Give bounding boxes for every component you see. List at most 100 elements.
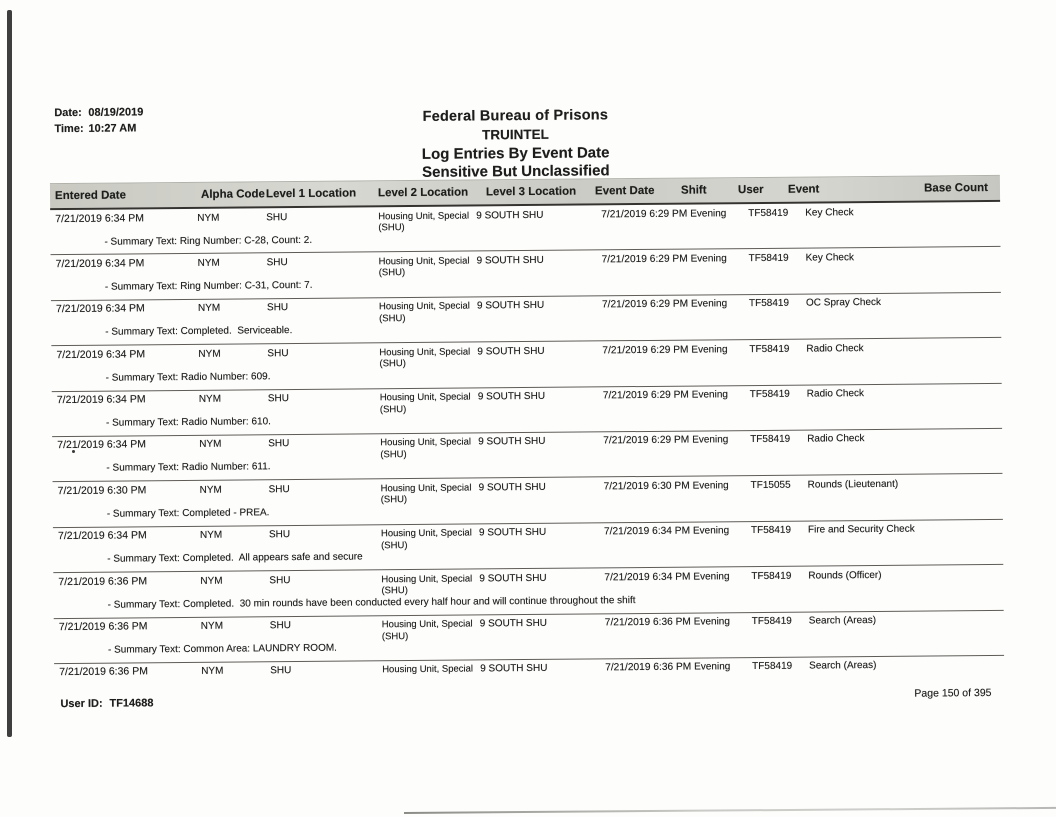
cell-level2-location: Housing Unit, Special (SHU)	[377, 618, 475, 642]
cell-alpha-code: NYM	[197, 302, 221, 315]
agency-title: Federal Bureau of Prisons	[422, 107, 609, 125]
col-header-level2-location: Level 2 Location	[377, 186, 469, 200]
cell-level3-location: 9 SOUTH SHU	[476, 300, 545, 312]
cell-entered-date: 7/21/2019 6:36 PM	[58, 574, 148, 588]
cell-level2-location: Housing Unit, Special (SHU)	[376, 573, 474, 597]
printed-meta: Date: 08/19/2019 Time: 10:27 AM	[54, 106, 143, 139]
page-number: Page 150 of 395	[914, 686, 992, 700]
cell-level3-location: 9 SOUTH SHU	[477, 390, 546, 403]
level2-line1: Housing Unit, Special	[378, 210, 470, 222]
cell-entered-date: 7/21/2019 6:36 PM	[59, 665, 148, 679]
cell-entered-date: 7/21/2019 6:34 PM	[55, 257, 145, 271]
col-header-shift: Shift	[680, 184, 707, 197]
summary-text: - Summary Text: Ring Number: C-31, Count…	[104, 279, 313, 293]
col-header-alpha-code: Alpha Code	[200, 188, 265, 201]
summary-text: - Summary Text: Radio Number: 610.	[105, 416, 271, 429]
cell-shift: Evening	[694, 661, 731, 673]
cell-level1-location: SHU	[268, 483, 290, 496]
cell-level1-location: SHU	[266, 302, 289, 314]
level2-line2: (SHU)	[378, 267, 406, 279]
level2-line2: (SHU)	[378, 222, 405, 234]
level2-line1: Housing Unit, Special	[382, 663, 474, 676]
level2-line1: Housing Unit, Special	[381, 573, 473, 585]
level2-line1: Housing Unit, Special	[380, 436, 472, 449]
cell-level2-location: Housing Unit, Special (SHU)	[374, 301, 472, 325]
cell-shift: Evening	[692, 434, 729, 447]
cell-level2-location: Housing Unit, Special (SHU)	[374, 346, 472, 370]
cell-level2-location: Housing Unit, Special (SHU)	[375, 437, 473, 461]
printed-time-label: Time:	[54, 122, 84, 136]
summary-text: - Summary Text: Ring Number: C-28, Count…	[104, 234, 313, 248]
cell-level1-location: SHU	[269, 574, 291, 586]
report-titles: Federal Bureau of Prisons TRUINTEL Log E…	[275, 107, 756, 181]
cell-base-count	[898, 205, 1000, 229]
cell-event-date: 7/21/2019 6:29 PM	[603, 435, 690, 447]
cell-entered-date: 7/21/2019 6:34 PM	[57, 529, 147, 543]
cell-level3-location: 9 SOUTH SHU	[476, 209, 544, 221]
cell-event-date: 7/21/2019 6:29 PM	[601, 208, 688, 220]
summary-text: - Summary Text: Radio Number: 611.	[106, 461, 271, 475]
cell-level1-location: SHU	[270, 665, 292, 677]
cell-entered-date: 7/21/2019 6:34 PM	[56, 348, 146, 361]
cell-base-count	[899, 296, 1001, 320]
summary-text: - Summary Text: Completed - PREA.	[106, 507, 270, 520]
level2-line1: Housing Unit, Special	[378, 300, 470, 313]
cell-event: Radio Check	[806, 342, 864, 355]
cell-event-date: 7/21/2019 6:34 PM	[603, 525, 691, 538]
cell-base-count	[900, 387, 1002, 411]
level2-line1: Housing Unit, Special	[379, 346, 471, 358]
cell-level1-location: SHU	[269, 620, 291, 632]
log-record: 7/21/2019 6:30 PM NYM SHU Housing Unit, …	[52, 474, 1003, 528]
cell-level1-location: SHU	[268, 529, 291, 541]
cell-base-count	[900, 432, 1002, 456]
cell-event-date: 7/21/2019 6:29 PM	[602, 344, 689, 357]
level2-line2: (SHU)	[379, 312, 406, 325]
cell-level2-location: Housing Unit, Special (SHU)	[375, 392, 473, 416]
cell-base-count	[901, 523, 1003, 547]
cell-event-date: 7/21/2019 6:36 PM	[605, 661, 692, 674]
level2-line2: (SHU)	[380, 449, 407, 461]
cell-event: Key Check	[805, 206, 854, 219]
cell-entered-date: 7/21/2019 6:36 PM	[58, 620, 148, 634]
cell-base-count	[901, 478, 1003, 502]
cell-user: TF58419	[748, 297, 790, 310]
cell-level2-location: Housing Unit, Special	[377, 664, 475, 676]
printed-date-row: Date: 08/19/2019	[54, 106, 143, 120]
level2-line1: Housing Unit, Special	[379, 391, 471, 404]
printed-date-label: Date:	[54, 106, 82, 120]
cell-base-count	[899, 342, 1001, 366]
printed-date-value: 08/19/2019	[88, 106, 144, 119]
cell-shift: Evening	[693, 616, 730, 628]
level2-line2: (SHU)	[379, 358, 406, 370]
log-record: 7/21/2019 6:36 PM NYM SHU Housing Unit, …	[54, 656, 1004, 709]
cell-entered-date: 7/21/2019 6:34 PM	[56, 393, 146, 407]
level2-line2: (SHU)	[379, 403, 407, 415]
cell-shift: Evening	[690, 298, 728, 310]
level2-line2: (SHU)	[381, 630, 409, 642]
cell-shift: Evening	[691, 389, 728, 401]
footer-user-id: User ID: TF14688	[60, 697, 153, 710]
cell-user: TF58419	[749, 343, 790, 355]
cell-base-count	[902, 659, 1004, 671]
cell-alpha-code: NYM	[198, 393, 222, 405]
cell-event-date: 7/21/2019 6:29 PM	[602, 389, 689, 402]
cell-event-date: 7/21/2019 6:29 PM	[601, 253, 688, 266]
cell-level1-location: SHU	[266, 211, 288, 223]
level2-line2: (SHU)	[380, 494, 408, 506]
cell-event-date: 7/21/2019 6:29 PM	[601, 298, 689, 311]
level2-line2: (SHU)	[381, 585, 408, 597]
cell-level3-location: 9 SOUTH SHU	[479, 617, 548, 630]
cell-entered-date: 7/21/2019 6:34 PM	[55, 302, 145, 316]
col-header-base-count: Base Count	[924, 181, 989, 195]
cell-user: TF58419	[750, 434, 791, 446]
summary-text: - Summary Text: Radio Number: 609.	[105, 370, 271, 384]
log-record: 7/21/2019 6:34 PM NYM SHU Housing Unit, …	[50, 247, 1001, 301]
cell-event: Key Check	[805, 252, 855, 264]
col-header-event-date: Event Date	[594, 184, 655, 198]
cell-user: TF15055	[750, 479, 791, 491]
report-title: Log Entries By Event Date	[421, 144, 610, 163]
log-record: 7/21/2019 6:34 PM NYM SHU Housing Unit, …	[50, 292, 1002, 347]
cell-shift: Evening	[690, 207, 727, 220]
cell-alpha-code: NYM	[199, 439, 222, 451]
